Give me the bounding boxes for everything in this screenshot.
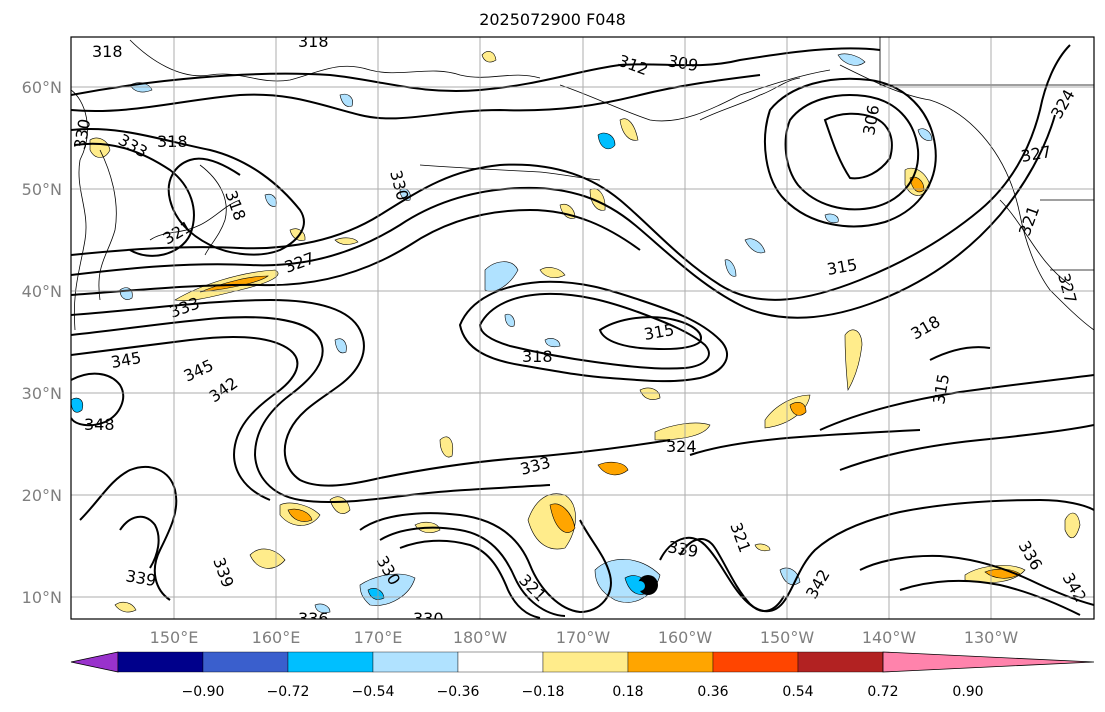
contour-label: 330 — [70, 117, 94, 150]
lon-label: 180°W — [453, 628, 508, 647]
colorbar-segment — [797, 651, 884, 673]
lon-label: 150°W — [760, 628, 815, 647]
latitude-labels: 60°N 50°N 40°N 30°N 20°N 10°N — [22, 78, 62, 607]
colorbar-segment — [287, 651, 374, 673]
lon-label: 170°E — [354, 628, 403, 647]
colorbar-tick-label: 0.54 — [782, 684, 813, 700]
lon-label: 160°E — [252, 628, 301, 647]
lon-label: 170°W — [556, 628, 611, 647]
map-frame — [70, 36, 1095, 620]
colorbar: −0.90 −0.72 −0.54 −0.36 −0.18 0.18 0.36 … — [70, 651, 1095, 700]
colorbar-segment — [117, 651, 204, 673]
contour-label: 336 — [298, 609, 329, 628]
colorbar-tick-label: 0.18 — [612, 684, 643, 700]
contour-label: 318 — [522, 347, 553, 366]
colorbar-tick-label: 0.36 — [697, 684, 728, 700]
colorbar-ticks: −0.90 −0.72 −0.54 −0.36 −0.18 0.18 0.36 … — [182, 684, 984, 700]
colorbar-high-arrow — [882, 651, 1095, 673]
lon-label: 140°W — [862, 628, 917, 647]
colorbar-tick-label: −0.72 — [267, 684, 310, 700]
colorbar-tick-label: 0.90 — [952, 684, 983, 700]
contour-label: 324 — [666, 437, 697, 456]
contour-label: 318 — [92, 42, 123, 61]
colorbar-segment — [372, 651, 459, 673]
lat-label: 20°N — [22, 486, 62, 505]
shaded-anomaly-patches — [71, 51, 1081, 614]
colorbar-low-arrow — [70, 651, 119, 673]
map-title: 2025072900 F048 — [479, 10, 626, 29]
lat-label: 40°N — [22, 282, 62, 301]
cyclone-marker — [635, 575, 658, 595]
lat-label: 30°N — [22, 384, 62, 403]
contour-label: 330 — [413, 609, 444, 628]
contour-label: 348 — [84, 415, 115, 434]
colorbar-segment — [712, 651, 799, 673]
contour-lines — [71, 44, 1094, 619]
lon-label: 150°E — [150, 628, 199, 647]
colorbar-segment — [457, 651, 544, 673]
colorbar-tick-label: −0.90 — [182, 684, 225, 700]
lat-label: 10°N — [22, 588, 62, 607]
lat-label: 60°N — [22, 78, 62, 97]
gridlines — [71, 37, 1094, 619]
colorbar-tick-label: −0.18 — [522, 684, 565, 700]
colorbar-segment — [542, 651, 629, 673]
colorbar-tick-label: 0.72 — [867, 684, 898, 700]
lat-label: 50°N — [22, 180, 62, 199]
lon-label: 130°W — [964, 628, 1019, 647]
lon-label: 160°W — [658, 628, 713, 647]
longitude-labels: 150°E 160°E 170°E 180°W 170°W 160°W 150°… — [150, 628, 1019, 647]
colorbar-segment — [202, 651, 289, 673]
contour-label: 318 — [157, 132, 188, 151]
colorbar-segment — [627, 651, 714, 673]
colorbar-tick-label: −0.36 — [437, 684, 480, 700]
contour-label: 318 — [298, 32, 329, 51]
colorbar-tick-label: −0.54 — [352, 684, 395, 700]
